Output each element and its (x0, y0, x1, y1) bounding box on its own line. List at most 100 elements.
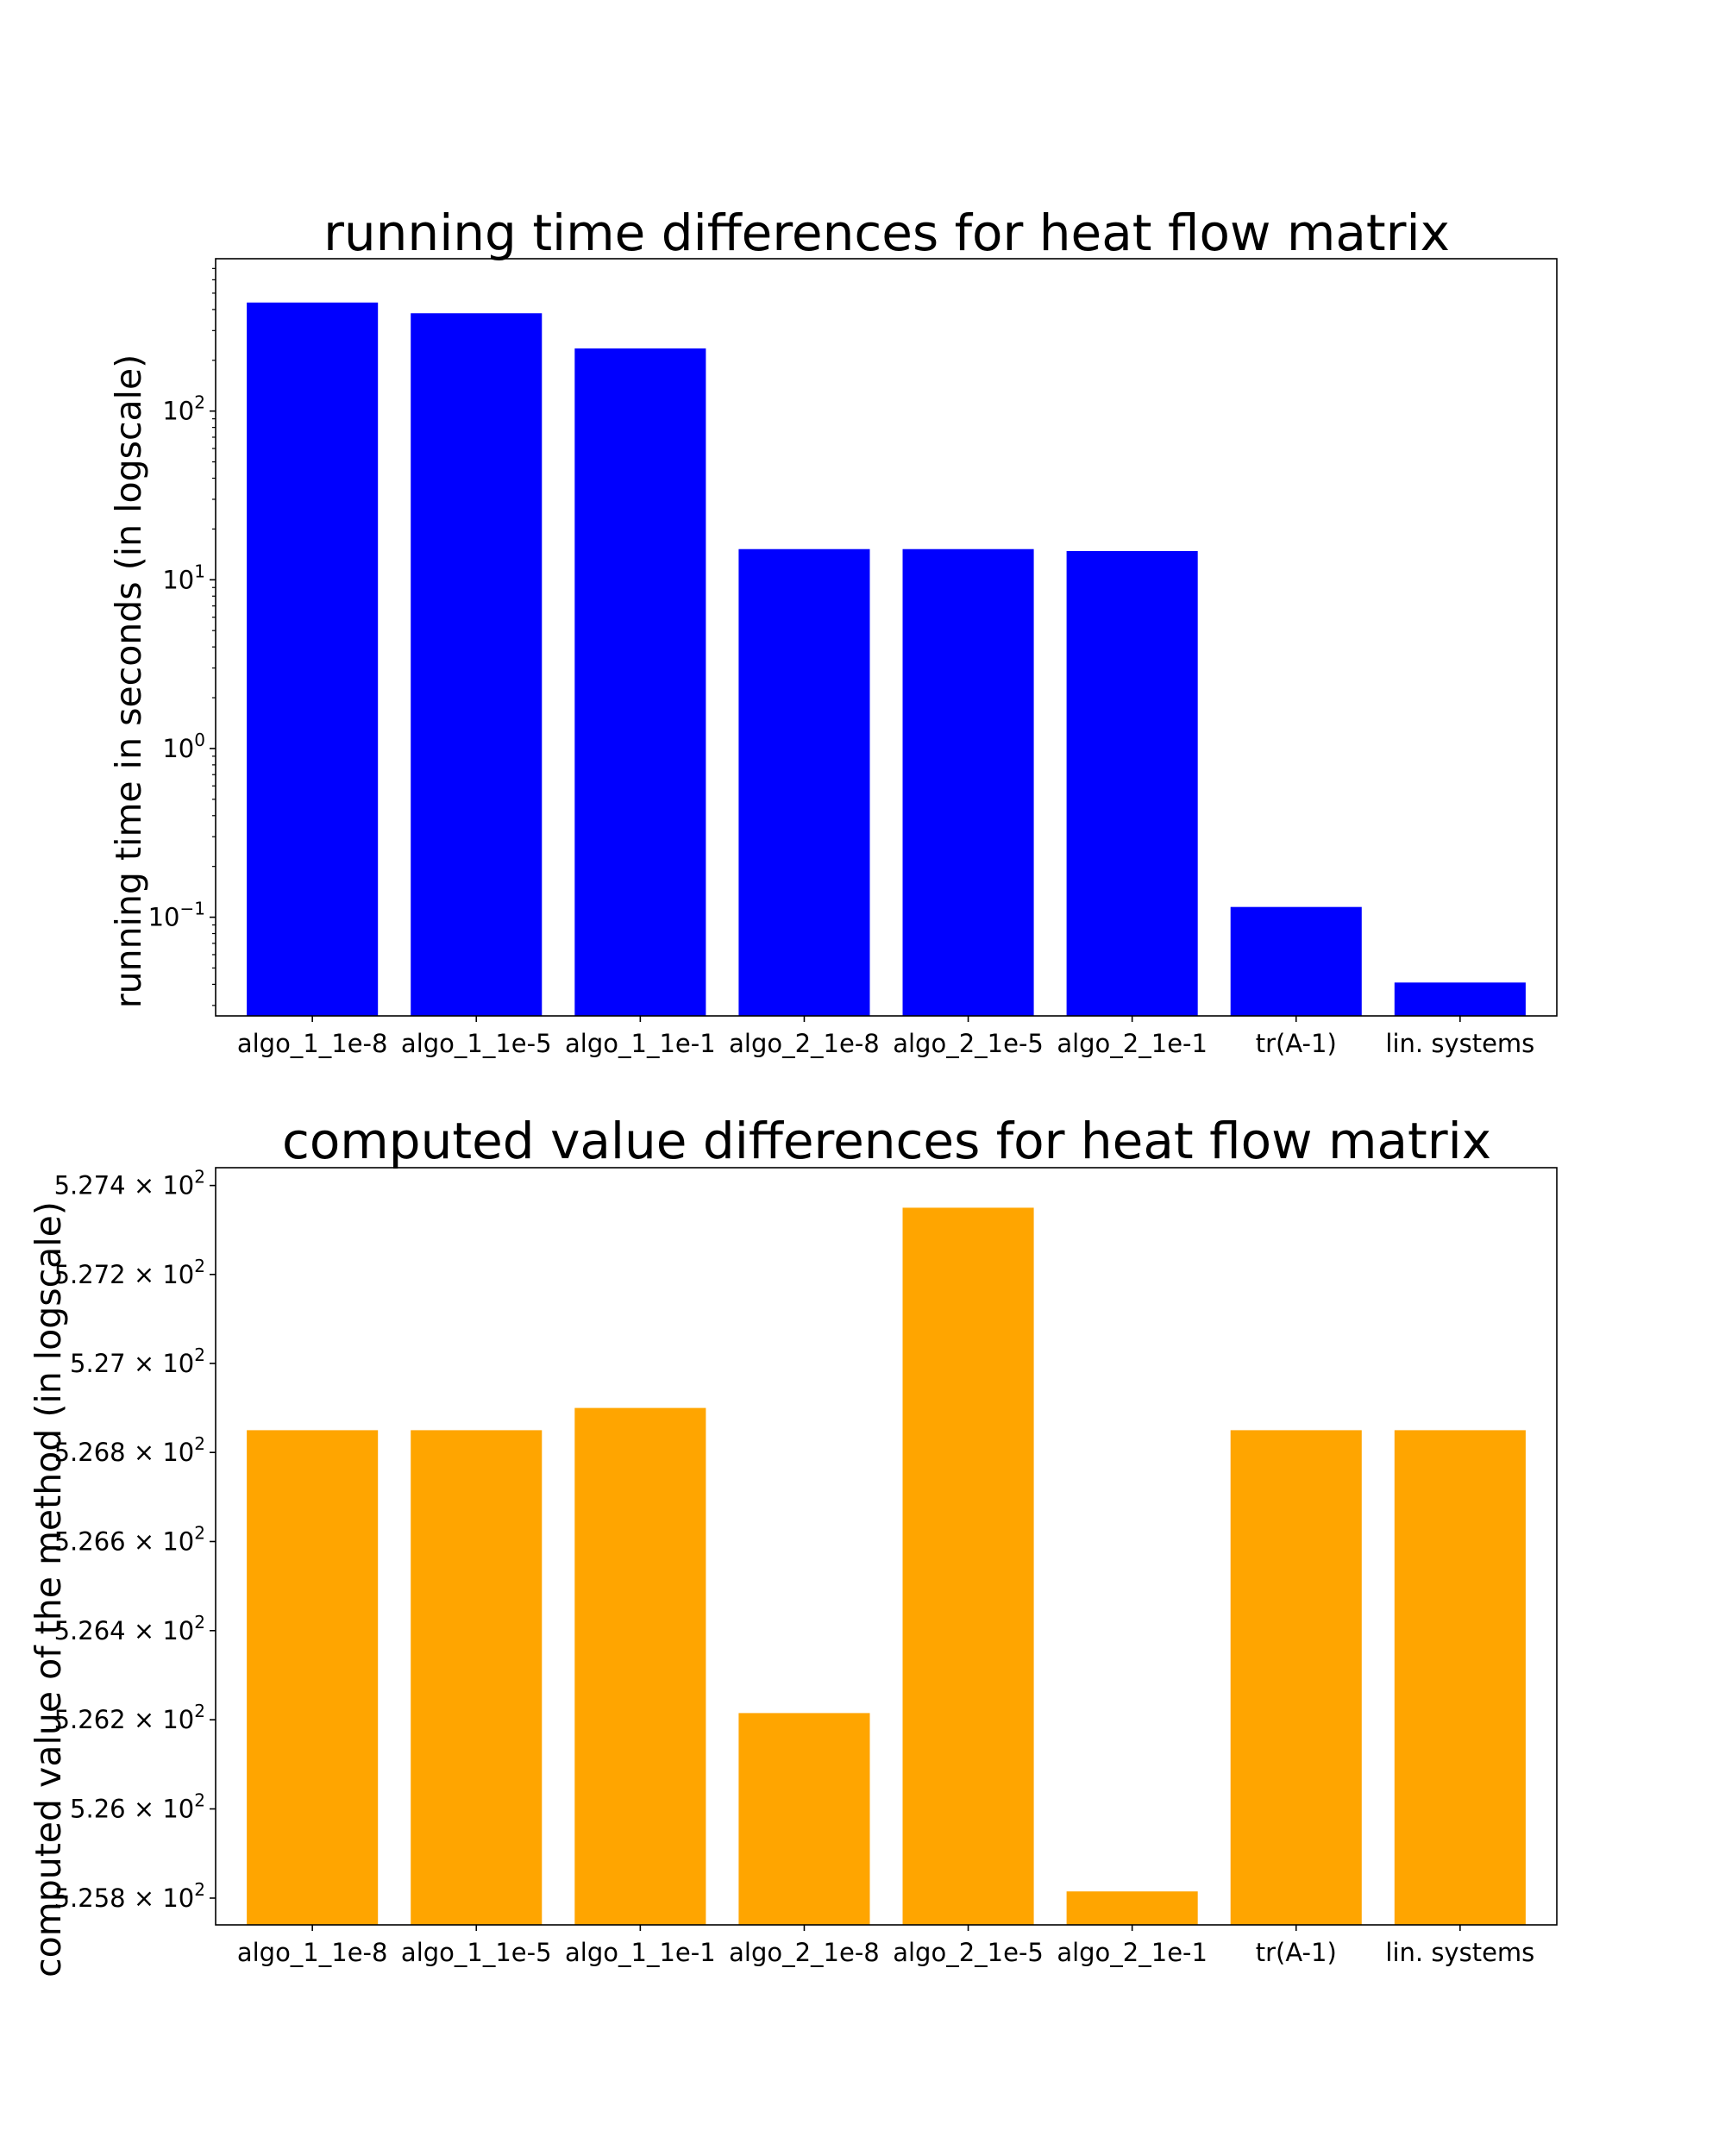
plot-frame (215, 1167, 1558, 1926)
y-tick-label: 102 (162, 392, 205, 426)
chart-title: running time differences for heat flow m… (323, 204, 1450, 262)
y-tick-exponent: 2 (194, 1701, 205, 1721)
y-tick-base: 10 (162, 1705, 194, 1734)
y-tick-times: × (126, 1795, 163, 1824)
bar-group (247, 302, 1526, 1017)
bar-5 (1066, 550, 1198, 1016)
x-tick-label: algo_2_1e-8 (729, 1938, 880, 1967)
plot-frame (215, 258, 1558, 1017)
bar-3 (738, 1713, 870, 1925)
y-tick-base: 10 (162, 1171, 194, 1200)
y-tick-exponent: −1 (180, 899, 205, 919)
bar-5 (1066, 1891, 1198, 1925)
y-tick-base: 10 (162, 1616, 194, 1645)
y-tick-mantissa: 5.272 (54, 1260, 126, 1289)
running-time-chart: running time differences for heat flow m… (108, 204, 1558, 1058)
y-tick-label: 5.274 × 102 (54, 1167, 205, 1200)
y-tick-base: 10 (162, 1883, 194, 1913)
y-tick-times: × (126, 1171, 163, 1200)
y-tick-label: 5.268 × 102 (54, 1433, 205, 1467)
y-tick-base: 10 (162, 1260, 194, 1289)
y-tick-exponent: 2 (194, 1256, 205, 1276)
y-tick-times: × (126, 1526, 163, 1556)
y-tick-base: 10 (162, 565, 194, 594)
y-tick-label: 5.264 × 102 (54, 1612, 205, 1645)
y-tick-exponent: 2 (194, 1344, 205, 1365)
y-tick-base: 10 (162, 397, 194, 426)
bar-4 (902, 1207, 1034, 1925)
bar-group (247, 1207, 1526, 1925)
y-tick-exponent: 2 (194, 392, 205, 413)
y-tick-label: 5.258 × 102 (54, 1879, 205, 1913)
y-tick-label: 101 (162, 561, 205, 594)
y-tick-base: 10 (148, 903, 180, 932)
y-axis-label: computed value of the method (in logscal… (28, 1201, 69, 1977)
y-tick-mantissa: 5.268 (54, 1438, 126, 1467)
bar-6 (1230, 906, 1362, 1016)
y-tick-times: × (126, 1705, 163, 1734)
bar-7 (1394, 1430, 1526, 1925)
y-tick-base: 10 (162, 1795, 194, 1824)
y-tick-label: 5.272 × 102 (54, 1256, 205, 1289)
y-tick-times: × (126, 1883, 163, 1913)
y-tick-exponent: 2 (194, 1612, 205, 1633)
x-ticks: algo_1_1e-8 algo_1_1e-5 algo_1_1e-1 algo_2_… (237, 1016, 1534, 1058)
y-tick-times: × (126, 1616, 163, 1645)
x-tick-label: algo_1_1e-8 (237, 1938, 388, 1967)
y-tick-exponent: 2 (194, 1790, 205, 1811)
y-tick-exponent: 1 (194, 561, 205, 581)
y-tick-base: 10 (162, 1438, 194, 1467)
y-tick-label: 5.26 × 102 (70, 1790, 205, 1824)
y-tick-base: 10 (162, 734, 194, 763)
y-tick-exponent: 0 (194, 730, 205, 750)
y-tick-exponent: 2 (194, 1522, 205, 1543)
y-tick-times: × (126, 1438, 163, 1467)
bar-6 (1230, 1430, 1362, 1925)
bar-2 (574, 348, 706, 1017)
x-tick-label: algo_1_1e-1 (565, 1938, 716, 1967)
y-tick-label: 10−1 (148, 899, 205, 932)
y-tick-mantissa: 5.258 (54, 1883, 126, 1913)
y-tick-mantissa: 5.27 (70, 1349, 126, 1378)
x-tick-label: algo_2_1e-5 (893, 1938, 1044, 1967)
y-tick-mantissa: 5.274 (54, 1171, 126, 1200)
y-tick-exponent: 2 (194, 1167, 205, 1188)
x-tick-label: algo_1_1e-5 (401, 1029, 552, 1058)
bar-2 (574, 1407, 706, 1925)
bar-1 (411, 313, 543, 1016)
x-tick-label: algo_2_1e-1 (1057, 1938, 1208, 1967)
x-tick-label: algo_2_1e-5 (893, 1029, 1044, 1058)
y-tick-times: × (126, 1349, 163, 1378)
y-tick-label: 5.266 × 102 (54, 1522, 205, 1556)
bar-0 (247, 1430, 379, 1925)
x-tick-label: algo_1_1e-8 (237, 1029, 388, 1058)
y-tick-label: 5.262 × 102 (54, 1701, 205, 1734)
y-tick-label: 100 (162, 730, 205, 763)
x-tick-label: algo_2_1e-1 (1057, 1029, 1208, 1058)
y-tick-mantissa: 5.26 (70, 1795, 126, 1824)
y-tick-exponent: 2 (194, 1433, 205, 1454)
computed-value-chart: computed value differences for heat flow… (28, 1112, 1558, 1977)
y-tick-exponent: 2 (194, 1879, 205, 1900)
x-tick-label: algo_1_1e-1 (565, 1029, 716, 1058)
y-tick-label: 5.27 × 102 (70, 1344, 205, 1378)
x-tick-label: lin. systems (1385, 1029, 1534, 1058)
bar-1 (411, 1430, 543, 1925)
y-tick-mantissa: 5.266 (54, 1526, 126, 1556)
bar-3 (738, 548, 870, 1016)
y-tick-mantissa: 5.264 (54, 1616, 126, 1645)
x-tick-label: tr(A-1) (1256, 1938, 1337, 1967)
x-tick-label: algo_2_1e-8 (729, 1029, 880, 1058)
y-tick-mantissa: 5.262 (54, 1705, 126, 1734)
chart-title: computed value differences for heat flow… (282, 1112, 1491, 1170)
x-ticks: algo_1_1e-8 algo_1_1e-5 algo_1_1e-1 algo_2_… (237, 1925, 1534, 1967)
bar-0 (247, 302, 379, 1017)
bar-4 (902, 548, 1034, 1016)
x-tick-label: algo_1_1e-5 (401, 1938, 552, 1967)
x-tick-label: tr(A-1) (1256, 1029, 1337, 1058)
bar-7 (1394, 982, 1526, 1016)
y-tick-times: × (126, 1260, 163, 1289)
